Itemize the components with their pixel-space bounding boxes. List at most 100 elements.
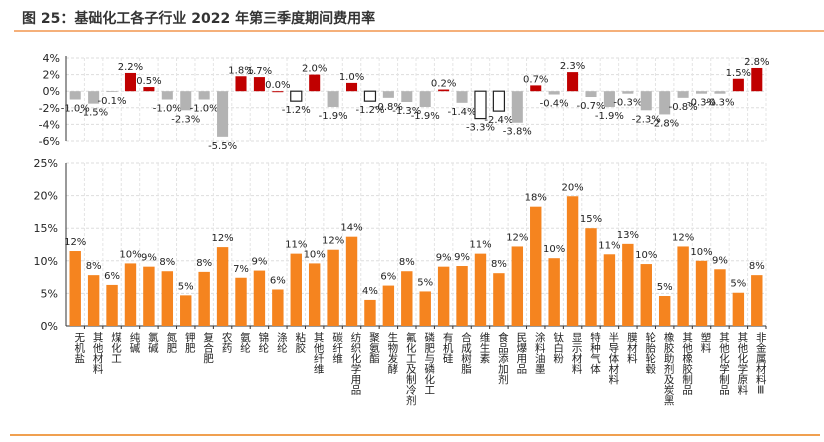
data-label: -3.8% (503, 127, 532, 138)
y-tick-label: 0% (41, 320, 58, 333)
data-label: 4% (362, 286, 378, 297)
y-tick-label: 15% (34, 222, 58, 235)
bar (474, 253, 487, 326)
x-tick-label: 生物发酵 (386, 331, 398, 374)
data-label: 2.0% (302, 64, 327, 75)
x-tick-label: 无机盐 (73, 332, 85, 364)
bar (530, 206, 542, 326)
x-tick-label: 其他化学原料 (736, 332, 748, 396)
bar (603, 91, 615, 107)
data-label: -1.0% (153, 104, 182, 115)
x-tick-label: 其他纤维 (313, 332, 325, 374)
bar (714, 91, 726, 94)
data-label: 0.2% (431, 79, 456, 90)
bar (143, 266, 155, 326)
bar (474, 90, 487, 120)
bar (309, 74, 321, 92)
data-label: 12% (64, 237, 86, 248)
x-tick-label: 氨纶 (239, 331, 251, 353)
data-label: 13% (617, 230, 639, 241)
data-label: -2.8% (650, 118, 679, 129)
bar (456, 91, 468, 103)
bar (695, 260, 708, 326)
y-tick-label: 0% (43, 85, 60, 98)
y-tick-label: 20% (34, 190, 58, 203)
x-tick-label: 轮胎轮毂 (644, 331, 656, 375)
data-label: 6% (270, 275, 286, 286)
y-tick-label: 2% (43, 69, 60, 82)
bar (677, 246, 689, 326)
bar (640, 264, 652, 326)
bar (530, 85, 542, 92)
bar (493, 273, 505, 326)
x-tick-label: 显示材料 (571, 332, 583, 375)
figure-title: 图 25：基础化工各子行业 2022 年第三季度期间费用率 (22, 11, 376, 27)
bar (308, 263, 321, 326)
bar (346, 82, 358, 92)
y-tick-label: -4% (39, 118, 60, 131)
bar (511, 246, 524, 326)
x-tick-label: 氟化工及制冷剂 (405, 331, 417, 406)
bar (180, 295, 192, 326)
data-label: -0.8% (669, 102, 698, 113)
bar (106, 91, 118, 93)
title-underline (14, 30, 824, 32)
x-tick-label: 塑料 (700, 331, 712, 354)
x-tick-label: 合成树脂 (460, 331, 472, 375)
data-label: 12% (211, 233, 233, 244)
data-label: -3.3% (466, 123, 495, 134)
x-tick-label: 涂料油墨 (534, 331, 546, 374)
x-tick-label: 其他材料 (92, 332, 104, 375)
data-label: 10% (543, 244, 565, 255)
x-tick-label: 纯碱 (128, 331, 140, 354)
bar (640, 91, 652, 111)
x-tick-label: 维生素 (478, 331, 490, 363)
x-tick-label: 粘胶 (294, 331, 306, 354)
bar (438, 89, 450, 92)
bar (622, 91, 634, 94)
bar (161, 91, 173, 100)
bar (88, 91, 100, 104)
y-tick-label: -2% (39, 102, 60, 115)
x-tick-label: 复合肥 (202, 331, 214, 364)
data-label: 9% (436, 253, 452, 264)
x-tick-label: 橡胶助剂及炭黑 (663, 331, 675, 406)
data-label: 9% (141, 253, 157, 264)
bar (419, 91, 431, 107)
bar (198, 271, 210, 326)
data-label: -2.3% (171, 114, 200, 125)
x-tick-label: 其他化学制品 (718, 332, 730, 396)
bar (548, 258, 560, 326)
data-label: 7% (233, 264, 249, 275)
bar (622, 243, 634, 326)
bar (677, 91, 689, 98)
bar (585, 228, 597, 326)
data-label: 6% (104, 271, 120, 282)
bar (751, 67, 763, 92)
data-label: 5% (657, 282, 673, 293)
data-label: 9% (251, 257, 267, 268)
bar (235, 76, 247, 92)
bar (585, 91, 597, 98)
y-tick-label: 10% (34, 255, 58, 268)
bar (87, 275, 100, 326)
bar (143, 87, 155, 92)
x-tick-label: 煤化工 (110, 331, 122, 363)
bar (659, 91, 671, 115)
bar (180, 91, 192, 111)
bar (437, 266, 450, 326)
data-label: -1.3% (392, 106, 421, 117)
x-tick-label: 民爆用品 (515, 332, 527, 375)
data-label: 8% (399, 257, 415, 268)
data-label: 0.0% (265, 80, 290, 91)
bottom-chart-expense-rate: 25% 20% 15% 10% 5% 0% 12% 无机盐 8% 其他材料 6% 煤化工 10% 纯碱 9%… (34, 157, 767, 406)
x-tick-label: 氮肥 (165, 331, 177, 354)
x-tick-label: 氯碱 (147, 331, 159, 354)
bar (217, 91, 229, 137)
data-label: 9% (454, 252, 470, 263)
x-tick-label: 特种气体 (589, 332, 601, 375)
data-label: -1.0% (61, 104, 90, 115)
bar (566, 196, 579, 326)
data-label: -0.3% (687, 98, 716, 109)
